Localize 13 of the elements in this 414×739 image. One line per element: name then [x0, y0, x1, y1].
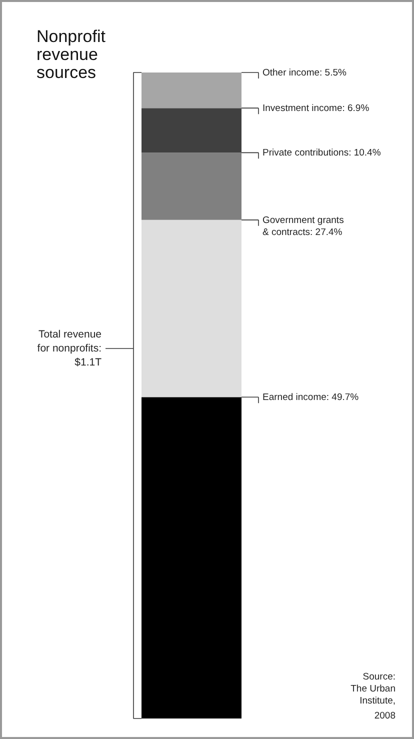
bar [142, 108, 242, 153]
data-label: Government grants & contracts: 27.4% [262, 214, 344, 238]
data-label: Investment income: 6.9% [262, 103, 370, 114]
data-label: Private contributions: 10.4% [262, 148, 382, 159]
bar [142, 220, 242, 398]
text: Total revenue for nonprofits: $1.1T [37, 328, 102, 368]
bar [142, 72, 242, 108]
bar [142, 152, 242, 220]
source-note: Source: The Urban Institute, 2008 [350, 672, 396, 722]
data-label: Earned income: 49.7% [262, 392, 360, 404]
chart-title: Nonprofit revenue sources [36, 27, 106, 82]
bar [142, 397, 242, 718]
data-label: Other income: 5.5% [262, 68, 348, 78]
